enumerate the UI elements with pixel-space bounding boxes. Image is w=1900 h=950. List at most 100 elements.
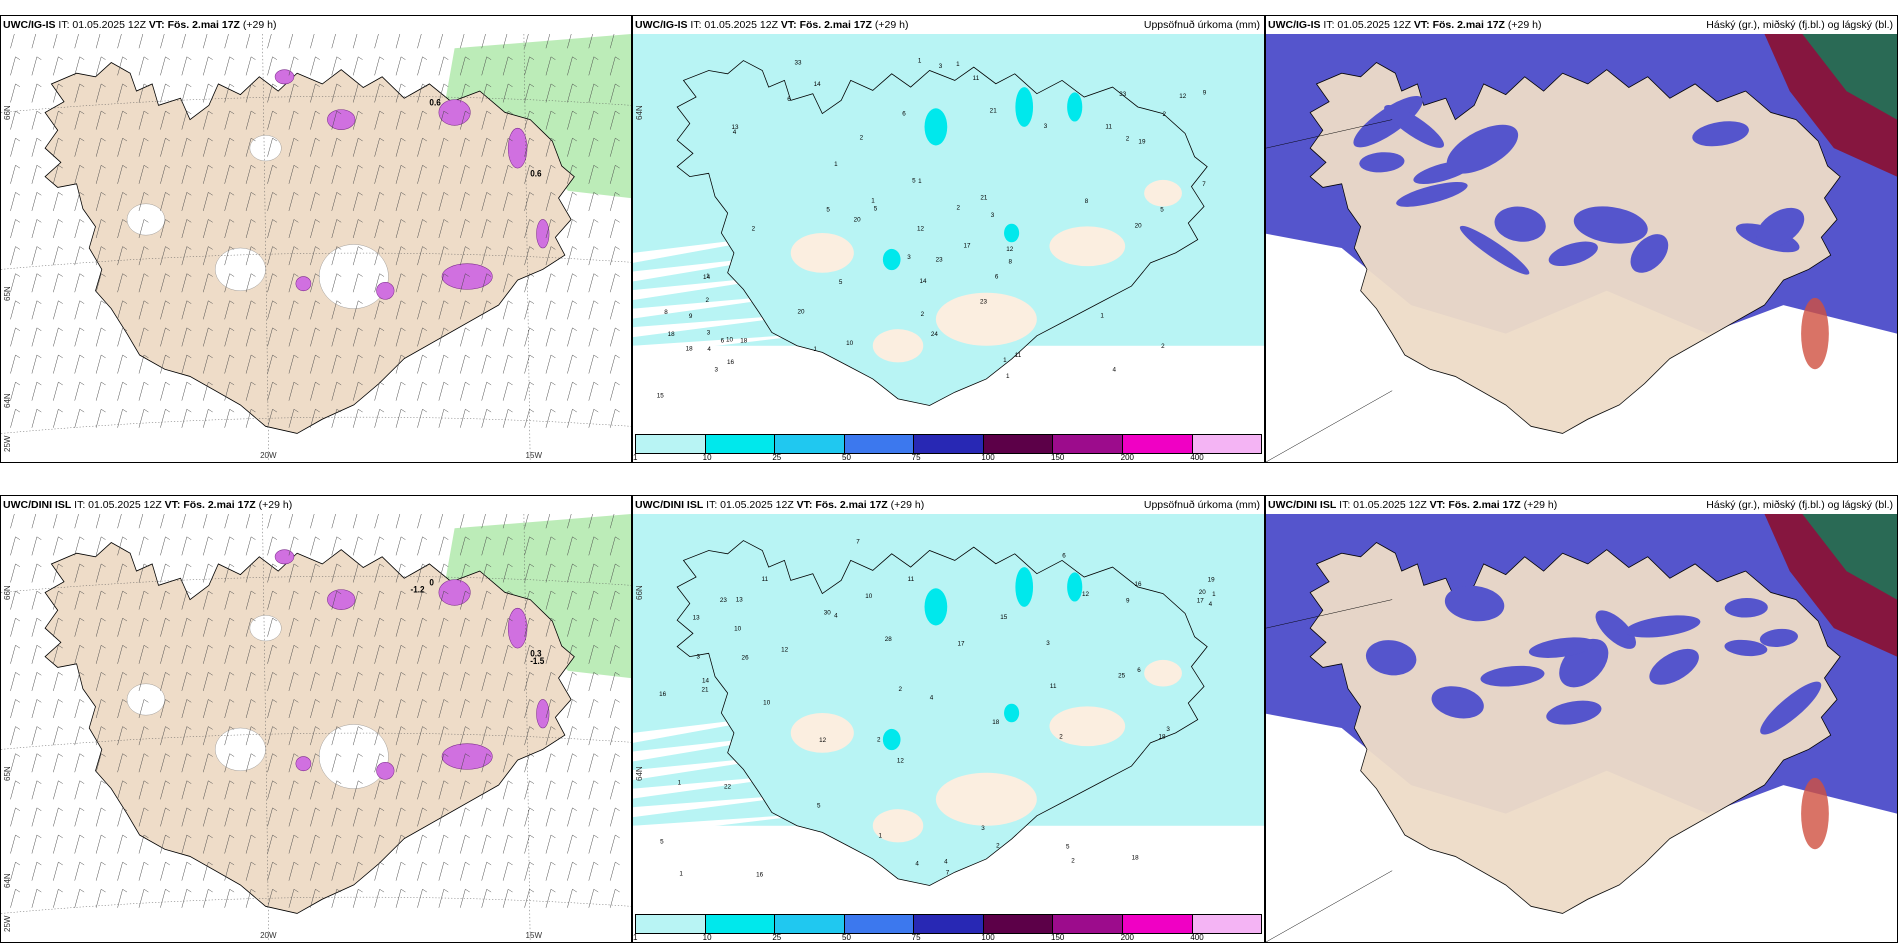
low-cloud-patch: [1459, 225, 1530, 275]
wind-barb: [352, 34, 358, 49]
wind-barb: [352, 699, 359, 719]
wind-barb-flag: [293, 300, 299, 304]
wind-barb-flag: [486, 56, 492, 60]
wind-barb-flag: [400, 672, 406, 676]
wind-barb: [310, 300, 316, 320]
wind-barb-flag: [143, 300, 149, 304]
wind-barb-flag: [358, 219, 363, 223]
wind-barb-flag: [400, 753, 406, 757]
wind-barb-flag: [379, 381, 385, 386]
wind-barb: [203, 354, 209, 374]
wind-barb-flag: [165, 617, 170, 622]
wind-barb-flag: [165, 753, 170, 757]
wind-barb: [481, 780, 487, 800]
wind-barb: [310, 514, 315, 529]
wind-barb: [588, 300, 595, 320]
wind-barb-flag: [336, 165, 342, 169]
wind-barb: [138, 514, 144, 529]
wind-barb: [567, 618, 573, 637]
precip-value: 3: [1046, 640, 1050, 647]
wind-barb: [160, 834, 166, 854]
wind-barb: [181, 834, 188, 854]
colorbar-tick-label: 100: [981, 933, 995, 942]
wind-barb: [545, 409, 552, 428]
precip-value: 5: [874, 205, 878, 212]
wind-barb-flag: [422, 56, 427, 60]
wind-barb-flag: [508, 834, 513, 839]
wind-barb: [181, 590, 188, 610]
wind-barb-flag: [143, 753, 149, 757]
wind-barb-flag: [58, 219, 63, 223]
wind-barb: [438, 165, 445, 184]
wind-barb: [417, 807, 423, 827]
graticule-line: [262, 514, 269, 942]
wind-barb-flag: [443, 273, 449, 277]
precip-value: 1: [871, 197, 875, 204]
wind-barb-flag: [272, 861, 278, 866]
wind-barb: [31, 165, 38, 184]
wind-barb: [95, 165, 102, 184]
map-canvas: 0.60.6: [1, 34, 631, 462]
wind-barb: [374, 834, 380, 854]
wind-barb: [417, 138, 423, 157]
wind-barb-flag: [15, 246, 21, 250]
wind-barb: [117, 192, 123, 211]
wind-barb: [31, 138, 38, 157]
wind-barb-flag: [358, 699, 363, 703]
wind-barb-flag: [400, 300, 406, 304]
wind-barb: [117, 645, 123, 664]
wind-barb-flag: [272, 672, 278, 676]
wind-barb: [567, 834, 573, 854]
wind-barb-flag: [272, 536, 278, 540]
wind-barb-flag: [208, 110, 213, 115]
wind-barb: [567, 807, 573, 827]
wind-barb: [267, 862, 273, 881]
wind-barb-flag: [229, 726, 235, 730]
precip-value: 6: [1137, 667, 1141, 674]
wind-barb: [117, 672, 123, 691]
wind-barb-flag: [58, 273, 63, 277]
wind-barb-flag: [208, 536, 213, 540]
wind-barb: [331, 34, 336, 49]
precip-heavy-blob: [1004, 703, 1020, 723]
precip-value: 1: [834, 161, 838, 168]
wind-barb-flag: [315, 381, 320, 386]
wind-barb: [53, 590, 59, 610]
wind-barb: [588, 563, 595, 583]
precip-blob: [376, 281, 395, 300]
wind-barb: [117, 110, 123, 130]
wind-barb-flag: [143, 192, 149, 196]
wind-barb: [224, 536, 230, 556]
wind-barb-flag: [593, 563, 599, 568]
wind-barb-flag: [58, 381, 63, 386]
wind-barb: [395, 56, 402, 76]
wind-barb-flag: [229, 753, 235, 757]
precip-value: 10: [865, 593, 872, 600]
wind-barb: [395, 138, 402, 157]
wind-barb: [74, 110, 80, 130]
wind-barb-flag: [165, 110, 170, 115]
wind-barb: [224, 563, 230, 583]
wind-barb-flag: [186, 327, 192, 331]
wind-barb-flag: [229, 83, 235, 88]
wind-barb: [460, 726, 466, 746]
wind-barb: [181, 563, 188, 583]
wind-barb-flag: [58, 834, 63, 839]
wind-barb: [417, 699, 423, 719]
precip-value: 17: [957, 640, 964, 647]
wind-barb: [288, 327, 295, 347]
wind-barb-flag: [165, 536, 170, 540]
wind-barb: [31, 409, 38, 428]
wind-barb: [438, 300, 445, 320]
wind-barb: [609, 699, 616, 719]
wind-barb-flag: [400, 327, 406, 331]
wind-barb: [181, 56, 188, 76]
wind-barb-flag: [529, 192, 535, 196]
wind-barb-flag: [443, 753, 449, 757]
wind-barb: [374, 807, 380, 827]
wind-barb: [74, 327, 80, 347]
wind-barb: [545, 753, 552, 773]
panel-lead-time: (+29 h): [258, 499, 293, 511]
wind-barb: [588, 165, 595, 184]
wind-barb: [245, 165, 252, 184]
